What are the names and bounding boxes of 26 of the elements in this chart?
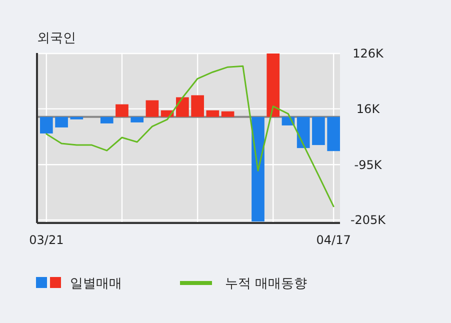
bar: [40, 116, 53, 134]
bar: [221, 111, 234, 117]
bar: [176, 97, 189, 117]
x-tick-label: 03/21: [29, 233, 64, 247]
bar: [191, 95, 204, 117]
bar: [116, 104, 128, 117]
line-series: [46, 65, 334, 208]
bar: [70, 116, 84, 120]
bar: [130, 116, 144, 122]
chart-title: 외국인: [37, 31, 76, 46]
bar: [100, 116, 114, 124]
y-tick-label: 126K: [352, 46, 385, 61]
bar: [312, 116, 325, 146]
y-tick-label: 16K: [356, 102, 381, 116]
y-tick-label: -205K: [350, 213, 387, 228]
x-tick-label: 04/17: [316, 233, 351, 247]
bar: [146, 100, 159, 117]
legend-label: 일별매매: [70, 276, 122, 292]
bar: [327, 116, 340, 152]
bar: [55, 116, 68, 128]
bar: [296, 116, 310, 148]
bar: [266, 54, 280, 117]
y-tick-label: -95K: [354, 158, 383, 172]
bar: [252, 116, 264, 222]
bar: [206, 110, 220, 117]
legend-label: 누적 매매동향: [225, 276, 308, 292]
